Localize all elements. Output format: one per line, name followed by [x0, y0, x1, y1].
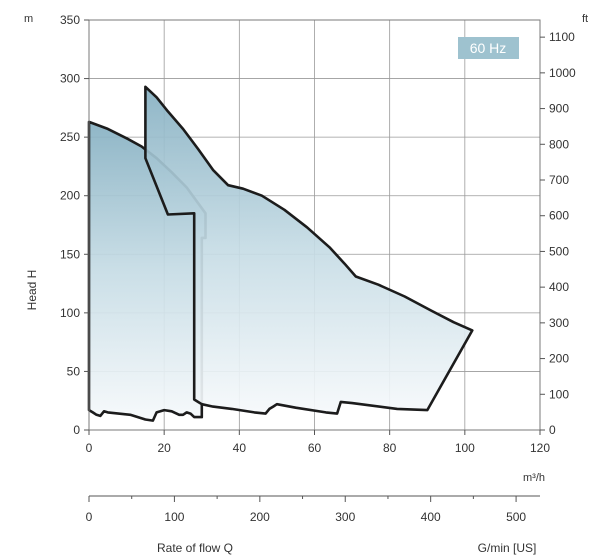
- y-right-tick-label: 500: [549, 244, 569, 258]
- x-tick-label: 80: [383, 441, 397, 455]
- y-right-tick-label: 600: [549, 209, 569, 223]
- x2-tick-label: 400: [421, 510, 441, 524]
- y-left-tick-label: 350: [60, 13, 80, 27]
- x2-tick-label: 100: [164, 510, 184, 524]
- badge-background: [458, 37, 519, 59]
- x-tick-label: 120: [530, 441, 550, 455]
- y-right-tick-label: 0: [549, 423, 556, 437]
- y-right-tick-label: 700: [549, 173, 569, 187]
- y-left-axis: 0 50 100 150 200 250 300 350: [60, 13, 89, 437]
- y-left-tick-label: 50: [67, 364, 81, 378]
- y-left-tick-label: 0: [73, 423, 80, 437]
- y-right-tick-label: 800: [549, 137, 569, 151]
- x-axis-title: Rate of flow Q: [157, 541, 233, 555]
- y-right-tick-label: 400: [549, 280, 569, 294]
- y-right-unit: ft: [582, 13, 588, 25]
- y-left-tick-label: 200: [60, 189, 80, 203]
- y-right-tick-label: 100: [549, 387, 569, 401]
- series-area-2: [144, 85, 474, 415]
- y-right-tick-label: 200: [549, 352, 569, 366]
- x-tick-label: 20: [157, 441, 171, 455]
- y-right-axis: 0 100 200 300 400 500 600 700 800 900 1000 1100: [540, 30, 576, 437]
- x2-axis: 0 100 200 300 400 500: [86, 495, 540, 524]
- y-left-tick-label: 150: [60, 247, 80, 261]
- x2-tick-label: 0: [86, 510, 93, 524]
- y-right-tick-label: 900: [549, 102, 569, 116]
- x2-tick-label: 500: [506, 510, 526, 524]
- badge-60hz: 60 Hz: [458, 37, 519, 59]
- badge-text: 60 Hz: [470, 40, 507, 56]
- y-left-tick-label: 300: [60, 72, 80, 86]
- x-tick-label: 60: [308, 441, 322, 455]
- x2-tick-label: 300: [335, 510, 355, 524]
- performance-areas: [87, 85, 474, 422]
- y-left-unit: m: [24, 13, 33, 25]
- y-right-tick-label: 1100: [549, 30, 575, 44]
- y-right-tick-label: 300: [549, 316, 569, 330]
- y-right-tick-label: 1000: [549, 66, 576, 80]
- y-left-tick-label: 100: [60, 306, 80, 320]
- x2-tick-label: 200: [250, 510, 270, 524]
- x-tick-label: 0: [86, 441, 93, 455]
- x2-unit: G/min [US]: [478, 541, 537, 555]
- x-tick-label: 40: [233, 441, 247, 455]
- y-axis-title: Head H: [25, 270, 39, 311]
- x-tick-label: 100: [455, 441, 475, 455]
- y-left-tick-label: 250: [60, 130, 80, 144]
- x-unit: m³/h: [523, 472, 545, 484]
- x-axis: 0 20 40 60 80 100 120: [86, 430, 550, 455]
